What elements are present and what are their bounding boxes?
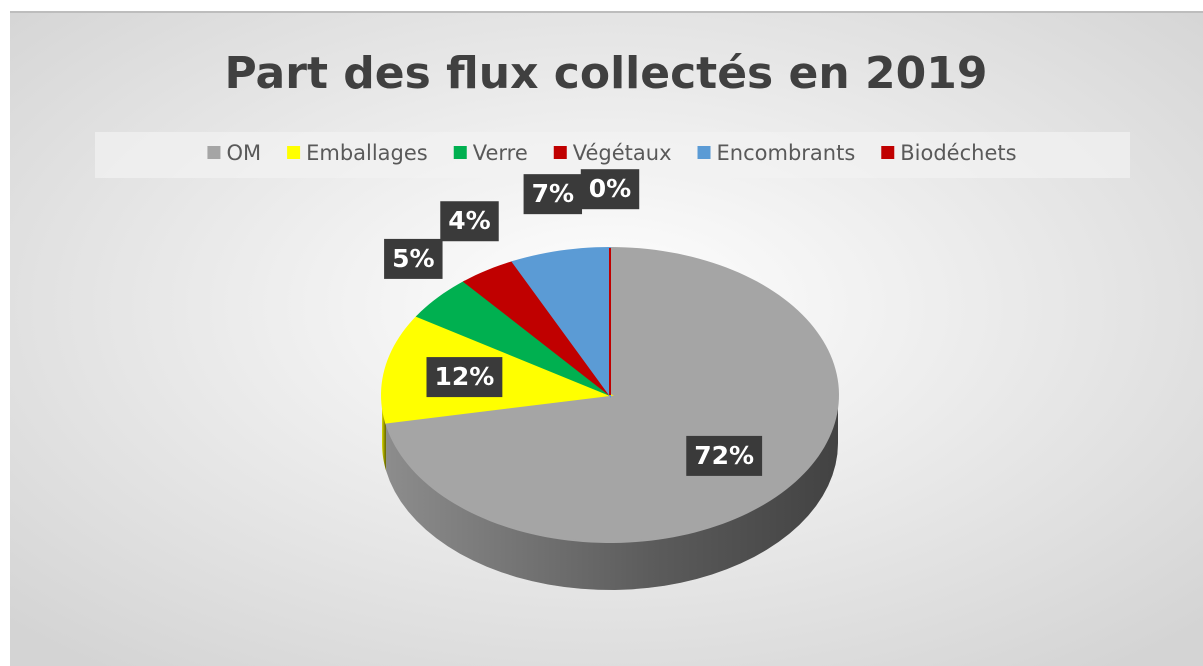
data-label-box	[686, 435, 763, 476]
slice	[462, 260, 611, 396]
legend-marker	[453, 146, 467, 159]
legend-marker	[207, 146, 221, 159]
legend-label: Biodéchets	[900, 141, 1016, 165]
legend-label: Verre	[473, 141, 528, 165]
chart-title: Part des flux collectés en 2019	[224, 48, 987, 99]
legend-label: OM	[226, 141, 261, 165]
legend-label: Emballages	[306, 141, 428, 165]
legend-marker	[881, 146, 895, 159]
data-label: 7%	[532, 179, 574, 208]
legend-label: Végétaux	[573, 141, 672, 165]
slice	[511, 246, 611, 399]
data-label: 4%	[448, 206, 490, 235]
data-label: 72%	[694, 441, 754, 470]
legend-marker	[287, 146, 301, 159]
data-label-box	[523, 174, 583, 215]
legend-marker	[553, 146, 567, 159]
data-label-box	[426, 357, 503, 398]
data-label: 5%	[392, 244, 434, 273]
data-label: 0%	[589, 174, 631, 203]
data-label: 12%	[435, 362, 495, 391]
data-label-box	[580, 169, 640, 210]
legend-label: Encombrants	[717, 141, 856, 165]
data-label-box	[440, 201, 499, 242]
slice	[415, 280, 611, 396]
data-label-box	[384, 238, 443, 279]
legend-marker	[697, 146, 711, 159]
slice-side-shade	[386, 395, 838, 590]
